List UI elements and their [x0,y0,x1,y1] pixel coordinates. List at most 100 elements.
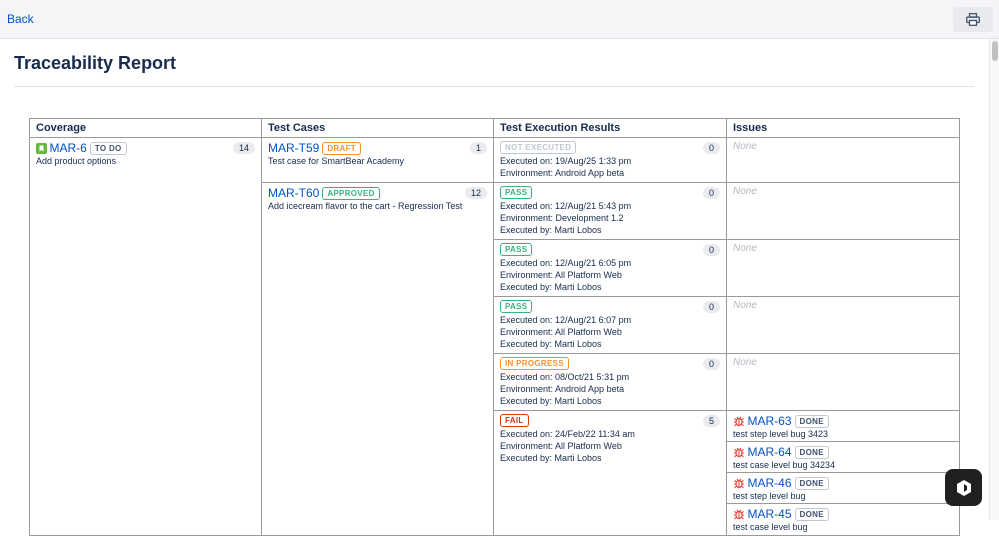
test-case-summary: Add icecream flavor to the cart - Regres… [268,201,463,211]
coverage-cell: MAR-6 TO DO Add product options 14 [29,137,262,536]
smartbear-logo-icon [956,479,971,496]
issues-cell: None [726,296,960,354]
environment: Environment: Android App beta [500,384,625,394]
environment: Environment: All Platform Web [500,441,622,451]
no-issues-text: None [733,186,757,197]
issues-cell: None [726,353,960,411]
table-row: MAR-6 TO DO Add product options 14 MAR-T59 DR… [29,137,960,536]
executed-on: Executed on: 24/Feb/22 11:34 am [500,429,635,439]
help-widget-button[interactable] [945,469,982,506]
header-executions: Test Execution Results [493,118,727,138]
execution-cell[interactable]: PASS Executed on: 12/Aug/21 6:05 pm Enviro… [493,239,727,297]
execution-cell[interactable]: PASS Executed on: 12/Aug/21 6:07 pm Enviro… [493,296,727,354]
issues-cell: MAR-63 DONE test step level bug 3423 MAR-6… [726,410,960,536]
execution-status-badge: FAIL [500,414,529,427]
no-issues-text: None [733,300,757,311]
issue-key-link[interactable]: MAR-63 [747,414,792,428]
test-case-summary: Test case for SmartBear Academy [268,156,405,166]
issues-cell: None [726,239,960,297]
count-badge: 0 [702,301,720,313]
issue-key-link[interactable]: MAR-46 [747,476,792,490]
count-badge: 0 [702,142,720,154]
environment: Environment: Android App beta [500,168,625,178]
issue-summary: test step level bug 3423 [733,429,829,439]
bug-icon [734,509,744,520]
executed-by: Executed by: Marti Lobos [500,453,602,463]
execution-cell[interactable]: IN PROGRESS Executed on: 08/Oct/21 5:31 p… [493,353,727,411]
execution-status-badge: NOT EXECUTED [500,141,577,154]
status-badge: DONE [794,507,829,521]
issue-item[interactable]: MAR-64 DONE test case level bug 34234 [727,442,959,473]
status-badge: TO DO [89,141,127,155]
issue-item[interactable]: MAR-46 DONE test step level bug [727,473,959,504]
execution-cell[interactable]: FAIL Executed on: 24/Feb/22 11:34 am Envir… [493,410,727,536]
test-case-cell: MAR-T60 APPROVED Add icecream flavor to th… [261,182,494,536]
header-row: Coverage Test Cases Test Execution Resul… [29,118,960,138]
issues-cell: None [726,182,960,240]
issue-key-link[interactable]: MAR-64 [747,445,792,459]
top-bar: Back [0,0,999,39]
bug-icon [734,416,744,427]
traceability-table: Coverage Test Cases Test Execution Resul… [29,118,960,536]
test-case-key-link[interactable]: MAR-T59 [268,141,320,155]
executed-on: Executed on: 12/Aug/21 6:07 pm [500,315,632,325]
no-issues-text: None [733,141,757,152]
coverage-key-link[interactable]: MAR-6 [49,141,87,155]
divider [14,86,974,87]
issue-summary: test case level bug [733,522,808,532]
count-badge: 5 [702,415,720,427]
no-issues-text: None [733,243,757,254]
print-button[interactable] [953,7,993,32]
page-title: Traceability Report [14,53,177,73]
count-badge: 12 [464,187,487,199]
printer-icon [966,13,980,26]
execution-cell[interactable]: PASS Executed on: 12/Aug/21 5:43 pm Enviro… [493,182,727,240]
scrollbar[interactable] [989,39,999,520]
issue-summary: test step level bug [733,491,806,501]
coverage-summary: Add product options [36,156,117,166]
table-row: IN PROGRESS Executed on: 08/Oct/21 5:31 p… [30,353,960,411]
table-row: FAIL Executed on: 24/Feb/22 11:34 am Envir… [30,410,960,536]
status-badge: APPROVED [322,186,380,200]
executed-on: Executed on: 12/Aug/21 6:05 pm [500,258,632,268]
issues-cell: None [726,137,960,183]
test-case-cell: MAR-T59 DRAFT Test case for SmartBear Acad… [261,137,494,183]
bug-icon [734,447,744,458]
status-badge: DONE [794,414,829,428]
count-badge: 1 [469,142,487,154]
environment: Environment: Development 1.2 [500,213,624,223]
status-badge: DONE [794,445,829,459]
table-row: PASS Executed on: 12/Aug/21 6:07 pm Enviro… [30,296,960,354]
count-badge: 0 [702,244,720,256]
bug-icon [734,478,744,489]
execution-cell[interactable]: NOT EXECUTED Executed on: 19/Aug/25 1:33 … [493,137,727,183]
environment: Environment: All Platform Web [500,270,622,280]
header-test-cases: Test Cases [261,118,494,138]
executed-on: Executed on: 12/Aug/21 5:43 pm [500,201,632,211]
executed-by: Executed by: Marti Lobos [500,282,602,292]
header-coverage: Coverage [29,118,262,138]
scrollbar-thumb[interactable] [992,41,998,61]
executed-by: Executed by: Marti Lobos [500,225,602,235]
executed-by: Executed by: Marti Lobos [500,339,602,349]
header-issues: Issues [726,118,960,138]
count-badge: 0 [702,187,720,199]
no-issues-text: None [733,357,757,368]
test-case-key-link[interactable]: MAR-T60 [268,186,320,200]
issue-key-link[interactable]: MAR-45 [747,507,792,521]
issue-item[interactable]: MAR-63 DONE test step level bug 3423 [727,411,959,442]
environment: Environment: All Platform Web [500,327,622,337]
executed-on: Executed on: 19/Aug/25 1:33 pm [500,156,632,166]
status-badge: DONE [794,476,829,490]
back-link[interactable]: Back [7,12,34,26]
executed-by: Executed by: Marti Lobos [500,396,602,406]
issue-summary: test case level bug 34234 [733,460,836,470]
count-badge: 14 [232,142,255,154]
execution-status-badge: PASS [500,186,533,199]
execution-status-badge: PASS [500,243,533,256]
status-badge: DRAFT [322,141,361,155]
execution-status-badge: IN PROGRESS [500,357,569,370]
executed-on: Executed on: 08/Oct/21 5:31 pm [500,372,630,382]
count-badge: 0 [702,358,720,370]
execution-status-badge: PASS [500,300,533,313]
